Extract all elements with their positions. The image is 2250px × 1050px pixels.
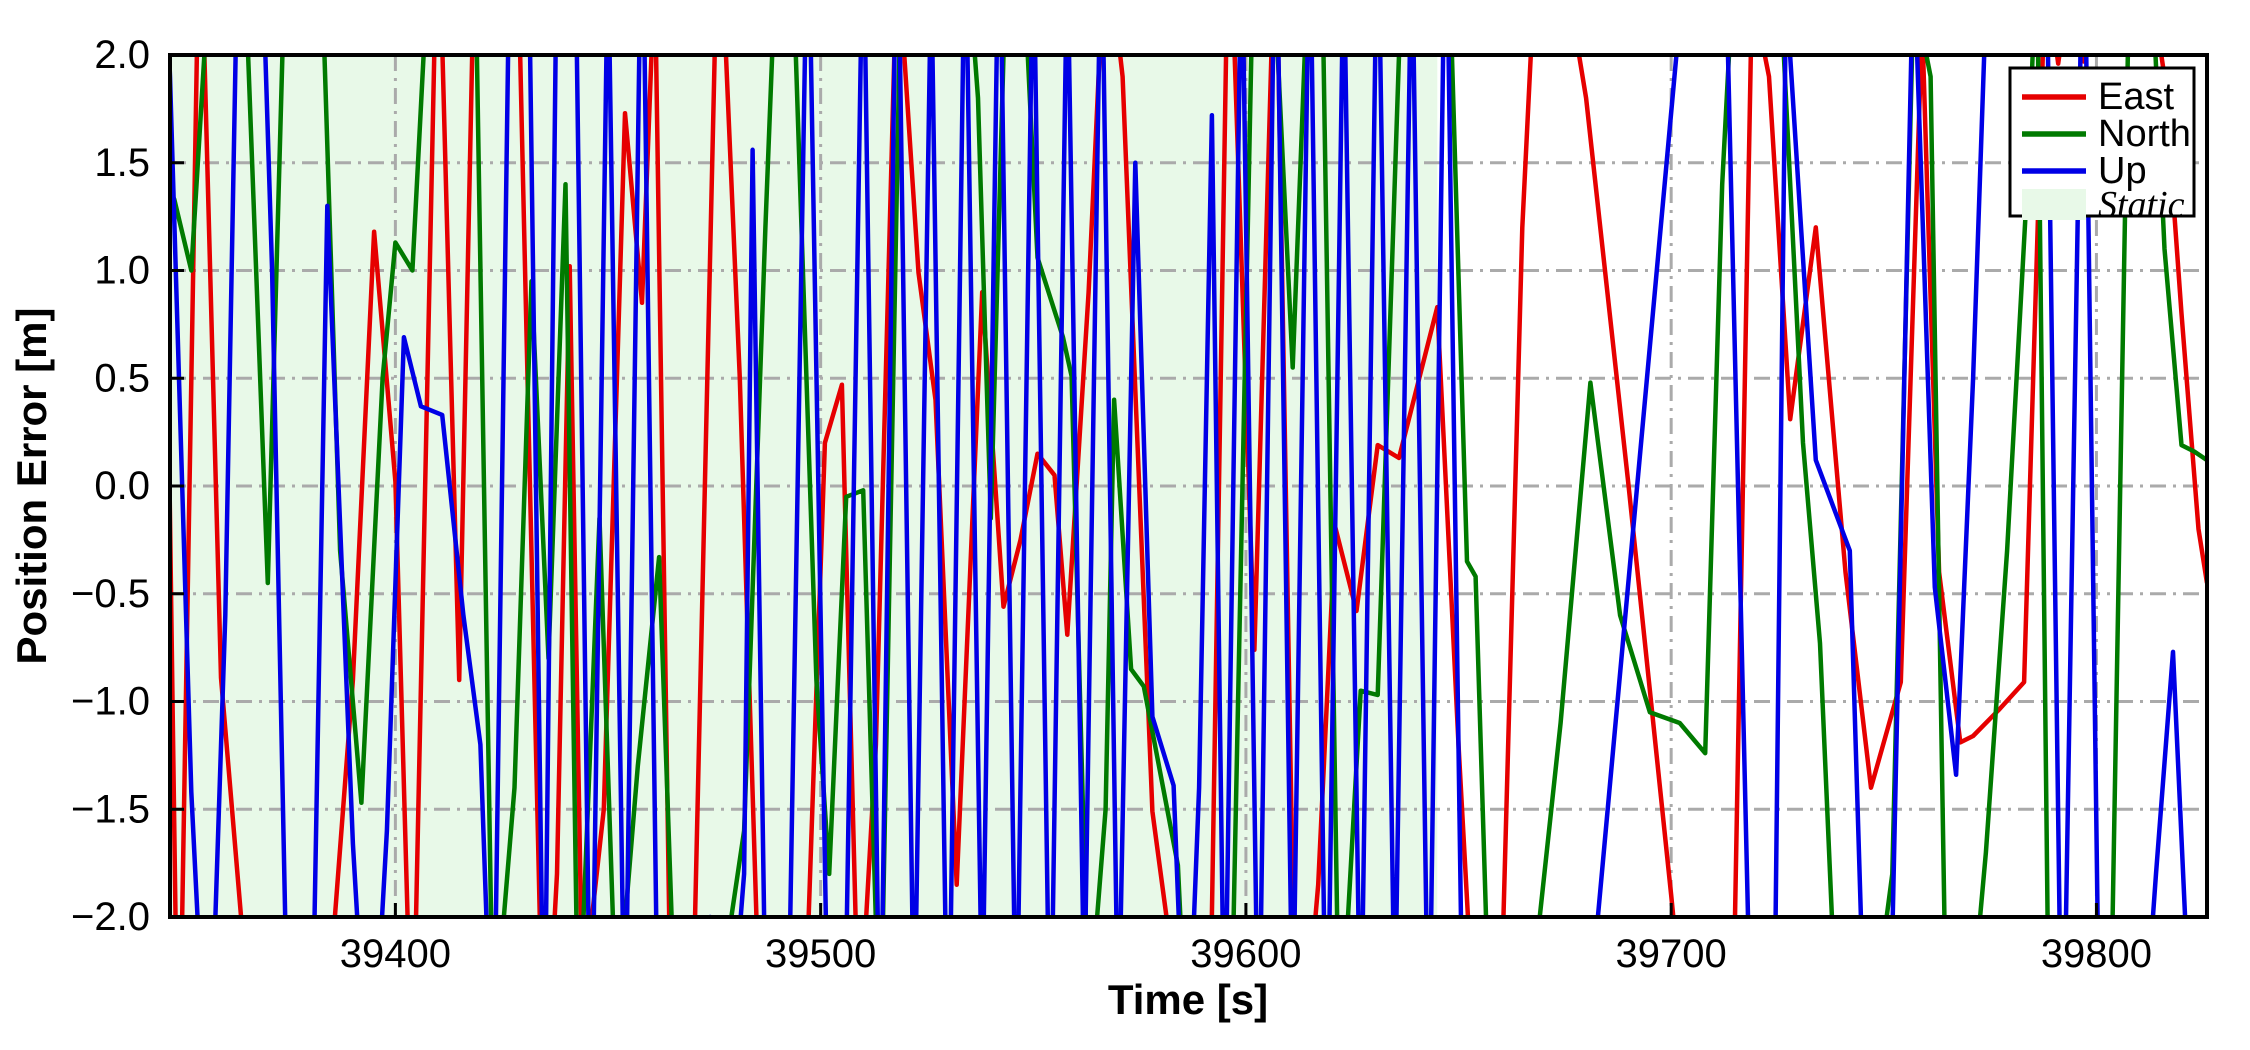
tick-labels: 39400 39500 39600 39700 39800 2.0 1.5 1.0 0.5 0.0… xyxy=(71,33,2152,976)
series-lines xyxy=(170,55,2207,917)
y-tick-label: 2.0 xyxy=(94,33,150,77)
y-tick-label: −2.0 xyxy=(71,895,150,939)
y-tick-label: 0.0 xyxy=(94,464,150,508)
legend-east-label: East xyxy=(2098,76,2174,118)
y-tick-label: 1.0 xyxy=(94,249,150,293)
y-tick-label: 1.5 xyxy=(94,141,150,185)
y-axis-label: Position Error [m] xyxy=(8,307,55,664)
x-tick-label: 39400 xyxy=(340,932,451,976)
tick-marks xyxy=(170,53,2098,919)
legend: East North Up Static xyxy=(2008,66,2196,226)
legend-north-label: North xyxy=(2098,113,2191,155)
y-tick-label: 0.5 xyxy=(94,356,150,400)
y-tick-label: −1.5 xyxy=(71,787,150,831)
x-tick-label: 39600 xyxy=(1190,932,1301,976)
y-tick-label: −0.5 xyxy=(71,572,150,616)
legend-static-patch-swatch xyxy=(2022,189,2086,220)
legend-up-label: Up xyxy=(2098,150,2147,192)
x-tick-label: 39700 xyxy=(1616,932,1727,976)
legend-static-label: Static xyxy=(2098,184,2185,226)
x-axis-label: Time [s] xyxy=(1108,976,1268,1023)
x-tick-label: 39500 xyxy=(765,932,876,976)
x-tick-label: 39800 xyxy=(2041,932,2152,976)
y-tick-label: −1.0 xyxy=(71,680,150,724)
